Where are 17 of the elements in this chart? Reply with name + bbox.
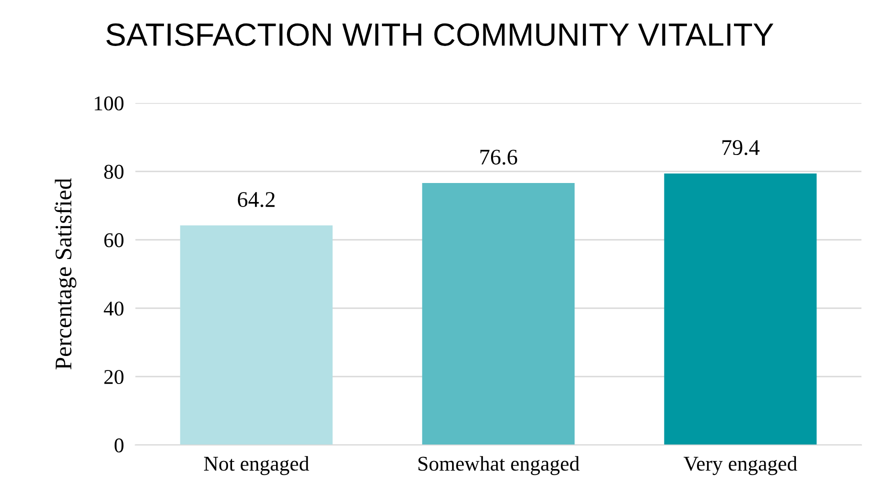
bar — [422, 183, 575, 445]
bar — [180, 225, 333, 445]
y-tick-label: 40 — [104, 302, 124, 316]
x-tick-label: Somewhat engaged — [418, 456, 580, 476]
bar — [664, 173, 817, 445]
y-axis-title: Percentage Satisfied — [54, 178, 76, 370]
chart-title: SATISFACTION WITH COMMUNITY VITALITY — [106, 23, 774, 46]
y-tick-label: 20 — [104, 370, 124, 384]
data-label: 79.4 — [722, 140, 760, 156]
y-tick-label: 0 — [114, 438, 124, 452]
x-tick-label: Very engaged — [684, 456, 798, 476]
data-label: 64.2 — [238, 192, 275, 208]
x-tick-label: Not engaged — [204, 456, 310, 476]
y-tick-label: 80 — [104, 164, 124, 179]
y-tick-label: 100 — [94, 96, 124, 110]
data-label: 76.6 — [480, 150, 518, 165]
y-tick-label: 60 — [104, 233, 124, 248]
